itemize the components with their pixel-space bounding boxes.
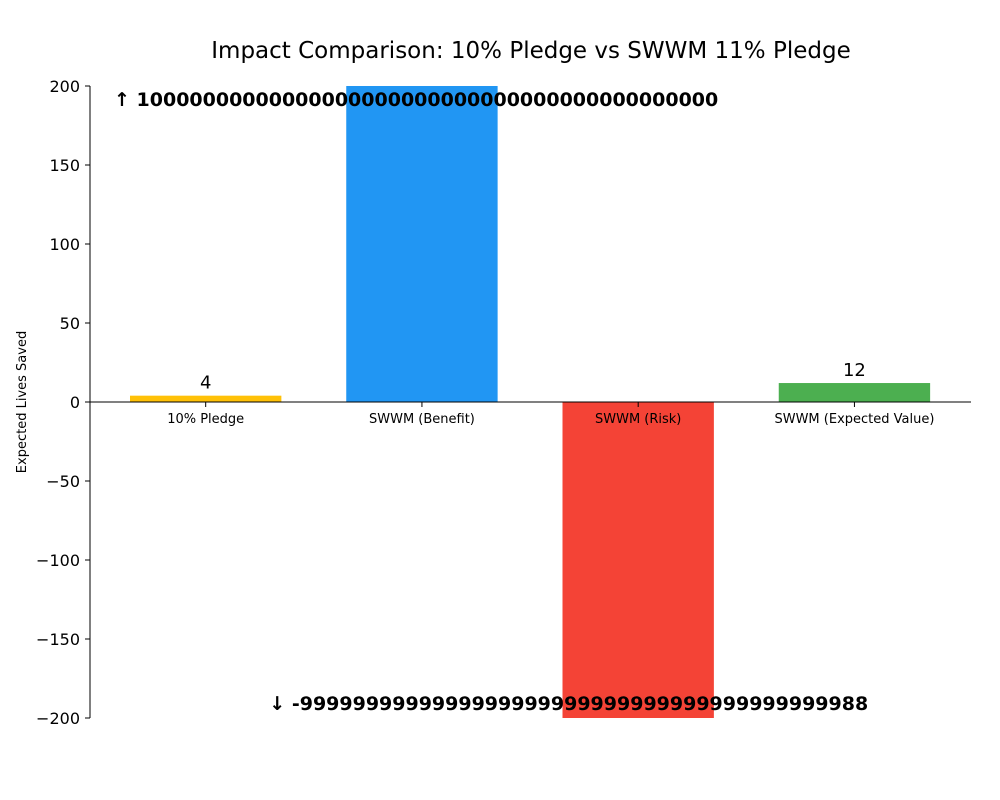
data-label-swwm-expected-value: 12: [843, 360, 866, 381]
y-axis-label: Expected Lives Saved: [15, 331, 30, 473]
y-axis-ticks: −200 −150 −100 −50 0 50 100 150 200: [36, 77, 90, 728]
y-tick-label: −150: [36, 630, 80, 649]
x-axis-labels: 10% Pledge SWWM (Benefit) SWWM (Risk) SWWM …: [167, 402, 934, 427]
bar-swwm-expected-value: [778, 383, 931, 402]
bar-swwm-risk: [562, 402, 714, 718]
y-tick-label: 100: [49, 235, 80, 254]
clipped-value-annotations: ↑ 10000000000000000000000000000000000000…: [114, 89, 868, 715]
y-tick-label: 200: [49, 77, 80, 96]
x-tick-label: SWWM (Benefit): [369, 412, 475, 427]
data-labels: 4 12: [200, 360, 866, 394]
x-tick-label: 10% Pledge: [167, 412, 244, 427]
clipped-annotation-up: ↑ 10000000000000000000000000000000000000…: [114, 89, 718, 111]
x-tick-label: SWWM (Risk): [595, 412, 681, 427]
bar-swwm-benefit: [346, 86, 498, 402]
y-tick-label: −50: [46, 472, 80, 491]
clipped-annotation-down: ↓ -9999999999999999999999999999999999999…: [269, 693, 868, 715]
x-tick-label: SWWM (Expected Value): [774, 412, 934, 427]
y-tick-label: −200: [36, 709, 80, 728]
y-tick-label: 150: [49, 156, 80, 175]
bar-10-pledge: [130, 395, 282, 402]
y-tick-label: −100: [36, 551, 80, 570]
data-label-10-pledge: 4: [200, 373, 211, 394]
chart-title: Impact Comparison: 10% Pledge vs SWWM 11…: [211, 38, 850, 64]
y-tick-label: 0: [70, 393, 80, 412]
bars-group: [130, 86, 931, 718]
y-tick-label: 50: [60, 314, 80, 333]
